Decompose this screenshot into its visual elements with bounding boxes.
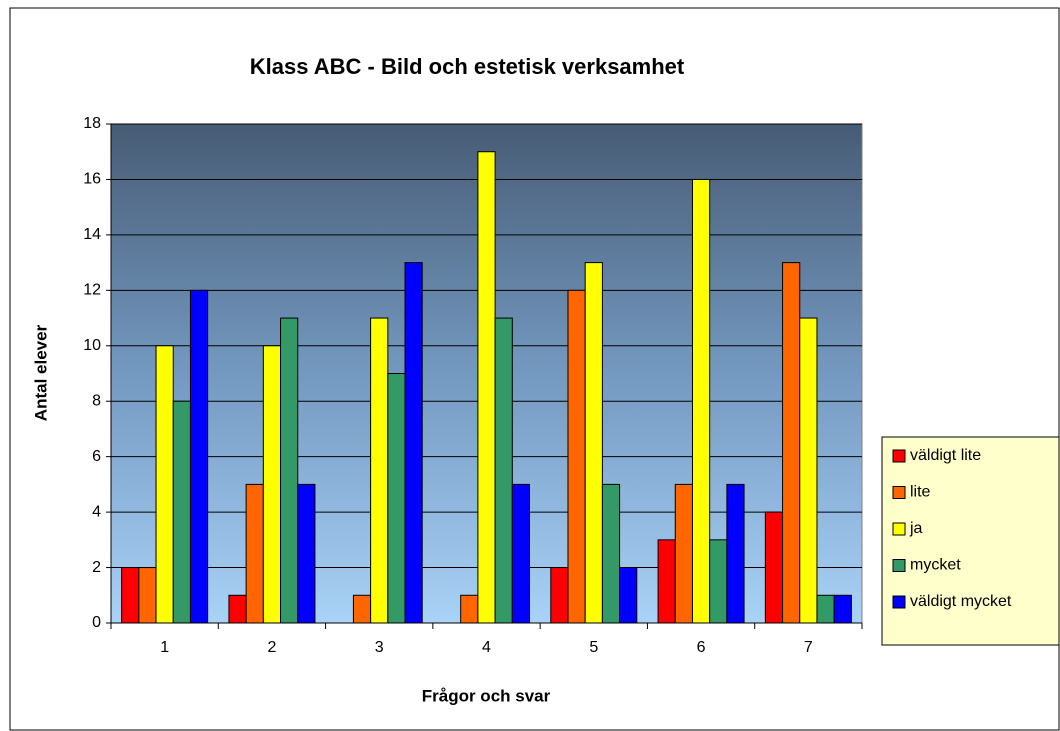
y-tick-label: 8 [92,392,101,409]
x-tick-label: 6 [697,639,706,656]
bar [691,178,711,624]
bar [550,567,569,624]
legend-swatch [892,522,906,536]
bar [799,317,818,624]
legend-swatch [892,449,906,463]
bar [674,483,693,624]
bar [511,483,530,624]
x-tick-label: 2 [267,639,276,656]
bar [477,151,496,624]
bar [657,539,676,624]
bar [228,594,247,624]
bar [601,483,621,624]
y-tick-label: 14 [83,226,101,243]
bar [189,289,209,624]
bar [262,345,282,624]
bar [387,373,406,624]
bar [726,483,745,624]
bar [370,317,389,624]
bar [584,262,603,624]
bar [567,289,586,624]
legend-swatch [892,486,906,499]
y-tick-label: 16 [83,171,101,188]
y-tick-label: 18 [83,115,101,132]
y-tick-label: 0 [92,614,101,631]
legend-label: väldigt lite [910,447,981,464]
bar [297,483,316,624]
bar [155,345,174,624]
x-tick-label: 3 [375,639,384,656]
x-tick-label: 4 [482,639,491,656]
legend-swatch [892,595,906,609]
bar [404,262,423,624]
x-tick-label: 5 [589,639,598,656]
bar [709,539,728,624]
legend-label: ja [909,520,923,537]
legend-label: lite [910,484,931,501]
bar [460,594,479,624]
bar [816,594,835,624]
legend-swatch [892,559,906,572]
x-axis-title: Frågor och svar [422,686,551,705]
chart-title: Klass ABC - Bild och estetisk verksamhet [250,54,685,79]
bar [280,317,299,624]
y-tick-label: 2 [92,559,101,576]
legend [881,436,1060,646]
y-tick-label: 12 [83,282,101,299]
y-axis-title: Antal elever [31,324,50,421]
bar [494,317,513,624]
x-tick-label: 1 [160,639,169,656]
legend-label: mycket [910,557,961,574]
legend-label: väldigt mycket [910,593,1012,610]
bar [138,567,157,624]
bar [121,567,140,624]
bar [764,511,784,624]
x-tick-label: 7 [804,639,813,656]
bar [352,594,372,624]
bar [245,483,264,624]
y-tick-label: 10 [83,337,101,354]
y-tick-label: 6 [92,448,101,465]
bar [782,262,801,624]
y-tick-label: 4 [92,503,101,520]
bar [619,567,638,624]
bar [172,400,191,624]
bar [833,594,852,624]
